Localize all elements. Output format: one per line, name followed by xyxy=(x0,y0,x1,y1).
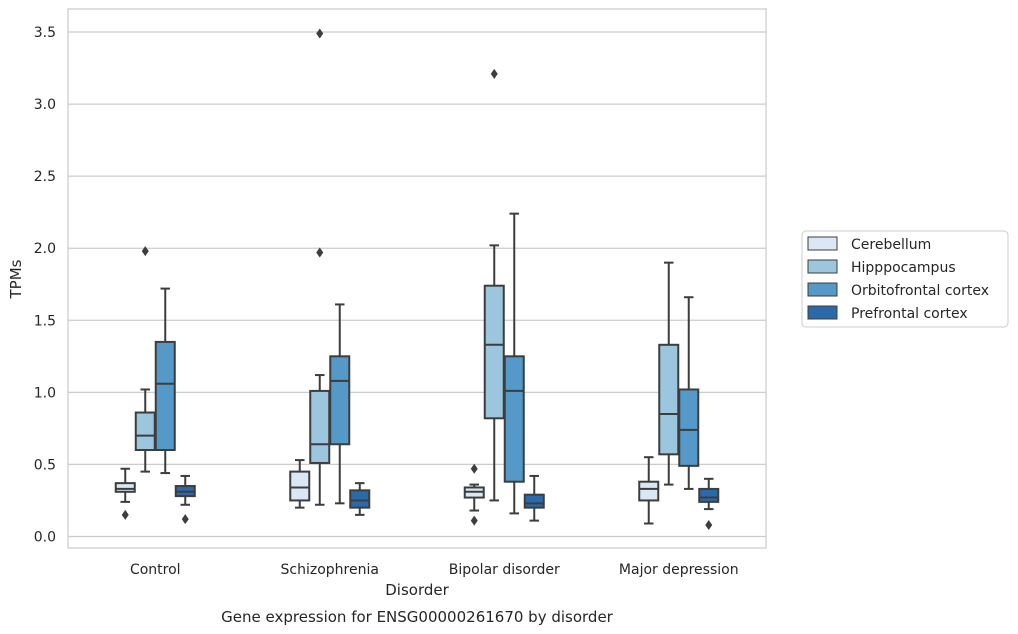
x-tick-label: Major depression xyxy=(619,562,739,578)
chart-title: Gene expression for ENSG00000261670 by d… xyxy=(221,608,614,626)
outlier-point xyxy=(705,519,713,530)
box-iqr xyxy=(698,487,720,503)
y-tick-labels: 0.0 0.5 1.0 1.5 2.0 2.5 3.0 3.5 xyxy=(34,25,56,545)
box-hipppocampus xyxy=(134,246,156,473)
box-prefrontal-cortex xyxy=(523,474,545,522)
y-tick-label: 2.5 xyxy=(34,169,56,185)
outlier-point xyxy=(141,246,149,257)
x-tick-label: Control xyxy=(130,562,181,578)
box-cerebellum xyxy=(463,463,485,526)
y-tick-label: 2.0 xyxy=(34,241,56,257)
box-iqr xyxy=(289,470,311,502)
box-orbitofrontal-cortex xyxy=(678,296,700,490)
x-tick-label: Schizophrenia xyxy=(281,562,379,578)
y-tick-label: 0.0 xyxy=(34,529,56,545)
legend: Cerebellum Hipppocampus Orbitofrontal cort… xyxy=(801,230,1009,328)
legend-swatch xyxy=(807,259,838,274)
y-tick-label: 1.0 xyxy=(34,385,56,401)
legend-entry: Hipppocampus xyxy=(851,260,956,276)
outlier-point xyxy=(490,68,498,79)
box-prefrontal-cortex xyxy=(349,482,371,516)
box-cerebellum xyxy=(289,459,311,509)
outlier-point xyxy=(181,514,189,525)
box-iqr xyxy=(503,355,525,483)
x-tick-labels: Control Schizophrenia Bipolar disorder Majo… xyxy=(130,562,739,578)
box-iqr xyxy=(114,482,136,493)
box-iqr xyxy=(658,343,680,456)
box-iqr xyxy=(329,355,351,446)
box-orbitofrontal-cortex xyxy=(503,212,525,515)
outlier-point xyxy=(121,509,129,520)
legend-swatch xyxy=(807,305,838,320)
legend-swatch xyxy=(807,282,838,297)
box-cerebellum xyxy=(114,467,136,520)
y-tick-label: 0.5 xyxy=(34,457,56,473)
legend-box xyxy=(801,230,1009,328)
box-iqr xyxy=(349,489,371,509)
y-tick-label: 3.0 xyxy=(34,97,56,113)
legend-swatch xyxy=(807,236,838,251)
outlier-point xyxy=(470,463,478,474)
y-tick-label: 1.5 xyxy=(34,313,56,329)
gridlines xyxy=(68,31,766,538)
outlier-point xyxy=(316,28,324,39)
legend-entry: Orbitofrontal cortex xyxy=(851,283,989,299)
box-groups xyxy=(114,28,720,530)
outlier-point xyxy=(470,515,478,526)
box-orbitofrontal-cortex xyxy=(329,303,351,505)
plot-frame xyxy=(67,8,767,549)
y-tick-label: 3.5 xyxy=(34,25,56,41)
box-iqr xyxy=(309,389,331,464)
legend-entry: Cerebellum xyxy=(851,237,931,253)
box-cerebellum xyxy=(638,456,660,525)
x-axis-label: Disorder xyxy=(385,581,449,599)
box-iqr xyxy=(154,340,176,452)
box-hipppocampus xyxy=(483,68,505,502)
box-orbitofrontal-cortex xyxy=(154,287,176,475)
y-axis-label: TPMs xyxy=(7,259,25,299)
box-prefrontal-cortex xyxy=(698,477,720,530)
legend-entry: Prefrontal cortex xyxy=(851,306,968,322)
box-iqr xyxy=(134,411,156,452)
box-iqr xyxy=(638,480,660,502)
x-tick-label: Bipolar disorder xyxy=(449,562,560,578)
box-iqr xyxy=(523,493,545,509)
box-prefrontal-cortex xyxy=(174,474,196,525)
outlier-point xyxy=(316,247,324,258)
box-iqr xyxy=(483,284,505,420)
box-iqr xyxy=(678,388,700,467)
